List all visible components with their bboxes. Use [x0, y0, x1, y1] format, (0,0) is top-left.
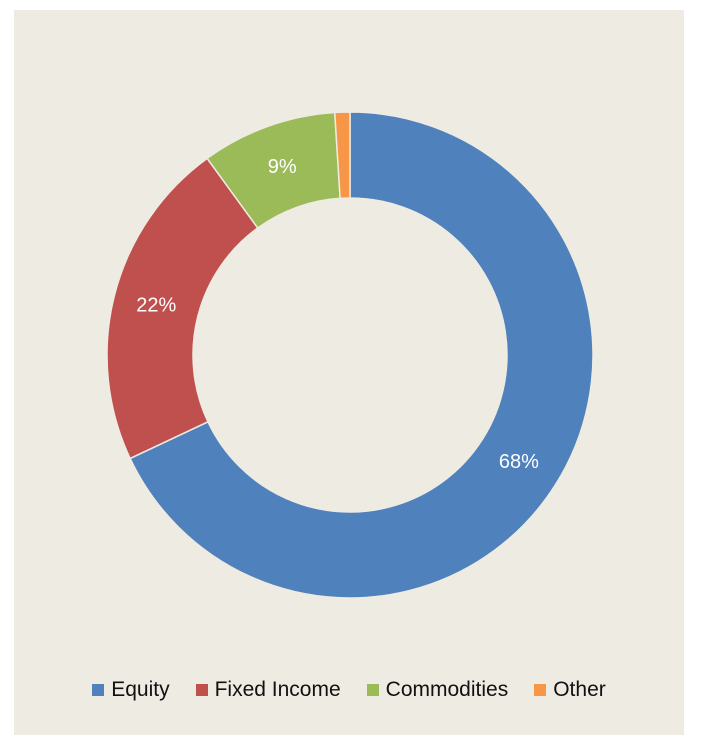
legend-item-equity: Equity	[92, 678, 170, 702]
donut-segment-other	[333, 111, 351, 200]
legend-swatch-fixed-income	[195, 684, 208, 696]
legend-swatch-equity	[92, 684, 105, 696]
legend-swatch-commodities	[366, 684, 379, 696]
data-label-equity: 68%	[499, 451, 539, 473]
legend-label-other: Other	[553, 678, 606, 701]
legend-label-equity: Equity	[111, 678, 170, 701]
donut-segment-equity	[129, 111, 594, 599]
donut-segment-fixed-income	[106, 157, 259, 460]
chart-area: 68% 22% 9% Equity Fixed Income Commodities…	[14, 10, 684, 735]
legend: Equity Fixed Income Commodities Other	[14, 678, 684, 702]
data-label-fixed-income: 22%	[136, 294, 176, 316]
legend-label-fixed-income: Fixed Income	[214, 678, 341, 701]
legend-item-other: Other	[534, 678, 606, 702]
data-label-commodities: 9%	[268, 156, 297, 178]
legend-item-fixed-income: Fixed Income	[195, 678, 341, 702]
donut-chart: 68% 22% 9%	[106, 111, 594, 599]
legend-item-commodities: Commodities	[366, 678, 509, 702]
legend-swatch-other	[534, 684, 547, 696]
legend-label-commodities: Commodities	[385, 678, 509, 701]
